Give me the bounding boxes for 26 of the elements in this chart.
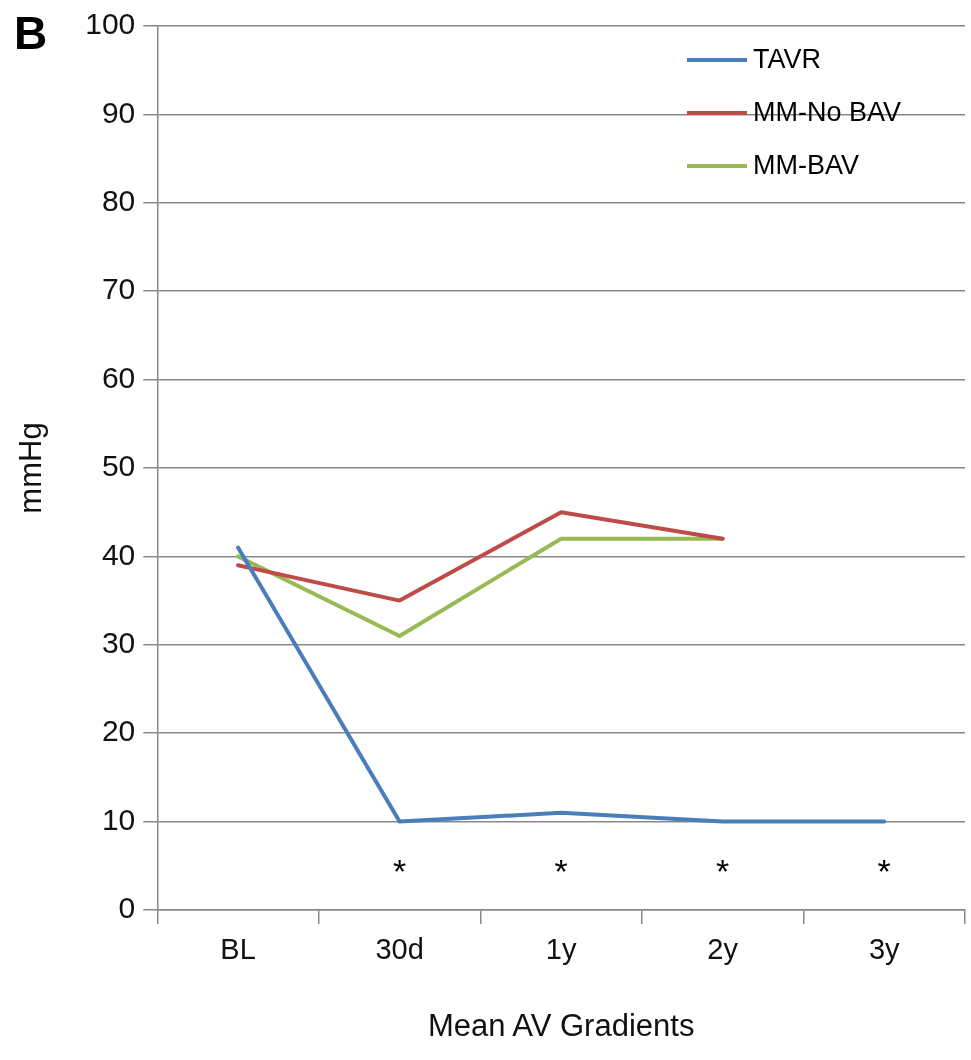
legend-label: TAVR [752,44,821,75]
y-tick-label: 20 [101,714,136,748]
y-tick-label: 10 [101,802,136,836]
x-tick-label: 30d [375,933,424,966]
annotation: * [716,852,730,891]
annotation: * [554,852,568,891]
y-axis-title: mmHg [13,422,49,514]
annotation: * [877,852,891,891]
y-tick-label: 50 [101,449,136,483]
annotation: * [392,852,407,891]
y-tick-label: 0 [118,891,136,925]
y-tick-label: 60 [101,360,136,394]
y-tick-label: 30 [101,626,136,660]
x-tick-label: 3y [868,933,901,966]
text: B [14,6,48,60]
y-tick-label: 90 [101,95,136,129]
x-axis-title: Mean AV Gradients [427,1007,695,1043]
legend-label: MM-BAV [752,150,859,181]
y-tick-label: 70 [101,272,136,306]
x-tick-label: 1y [545,933,577,966]
y-tick-label: 100 [85,7,136,41]
x-tick-label: 2y [707,933,739,966]
y-tick-label: 40 [101,537,136,571]
x-tick-label: BL [220,933,256,966]
y-tick-label: 80 [101,184,136,218]
legend-label: MM-No BAV [752,97,901,128]
